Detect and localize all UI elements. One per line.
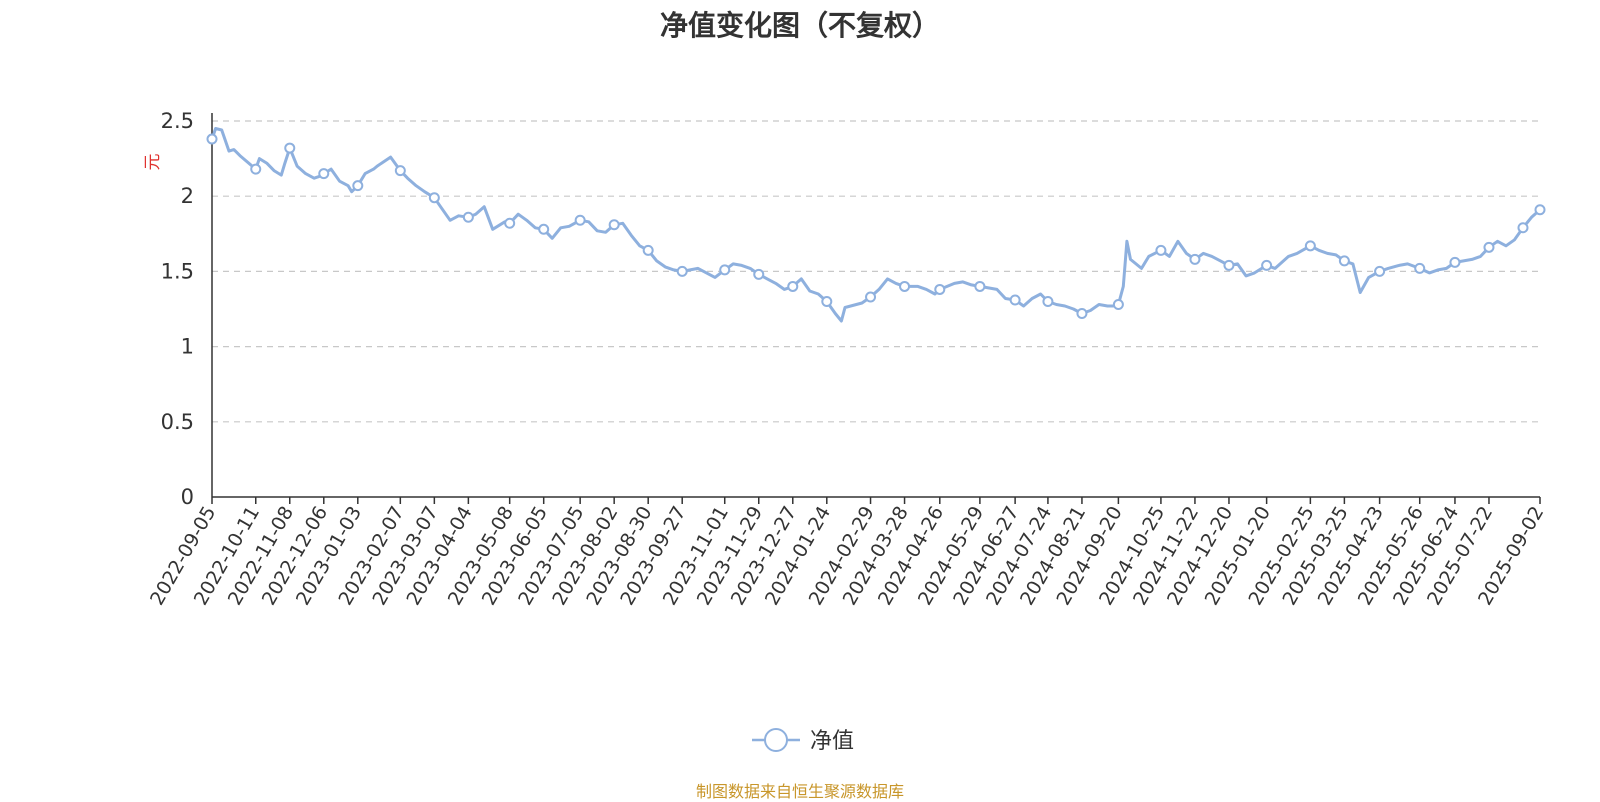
- data-point[interactable]: [676, 265, 688, 277]
- data-point[interactable]: [1223, 259, 1235, 271]
- x-tick-labels: 2022-09-052022-10-112022-11-082022-12-06…: [146, 502, 1548, 609]
- data-point[interactable]: [899, 280, 911, 292]
- data-point[interactable]: [206, 133, 218, 145]
- data-point[interactable]: [1076, 308, 1088, 320]
- y-tick-label: 0: [181, 485, 194, 509]
- data-point[interactable]: [608, 219, 620, 231]
- data-point[interactable]: [1374, 265, 1386, 277]
- data-point[interactable]: [1042, 295, 1054, 307]
- data-point[interactable]: [821, 295, 833, 307]
- series-line-nav: [210, 127, 1541, 323]
- data-point[interactable]: [1261, 259, 1273, 271]
- data-point[interactable]: [1189, 253, 1201, 265]
- y-tick-label: 2: [181, 184, 194, 208]
- data-point[interactable]: [934, 283, 946, 295]
- data-point[interactable]: [250, 163, 262, 175]
- legend[interactable]: 净值: [752, 728, 854, 754]
- series-markers: [206, 133, 1546, 320]
- data-point[interactable]: [1483, 241, 1495, 253]
- data-point[interactable]: [1338, 255, 1350, 267]
- y-tick-label: 2.5: [161, 109, 194, 133]
- data-point[interactable]: [1449, 256, 1461, 268]
- axes: [211, 113, 1541, 504]
- chart-title: 净值变化图（不复权）: [659, 9, 940, 42]
- source-note: 制图数据来自恒生聚源数据库: [695, 782, 904, 801]
- data-point[interactable]: [1534, 204, 1546, 216]
- data-point[interactable]: [719, 264, 731, 276]
- data-point[interactable]: [394, 165, 406, 177]
- data-point[interactable]: [974, 280, 986, 292]
- data-point[interactable]: [538, 223, 550, 235]
- data-point[interactable]: [1155, 244, 1167, 256]
- data-point[interactable]: [1517, 222, 1529, 234]
- data-point[interactable]: [865, 291, 877, 303]
- data-point[interactable]: [504, 217, 516, 229]
- data-point[interactable]: [642, 244, 654, 256]
- data-point[interactable]: [318, 168, 330, 180]
- data-point[interactable]: [574, 214, 586, 226]
- y-axis-label: 元: [143, 154, 163, 171]
- data-point[interactable]: [428, 192, 440, 204]
- grid-lines: [212, 120, 1540, 423]
- y-tick-labels: 0 0.5 1 1.5 2 2.5: [161, 109, 194, 509]
- data-point[interactable]: [284, 142, 296, 154]
- data-point[interactable]: [787, 280, 799, 292]
- data-point[interactable]: [462, 211, 474, 223]
- data-point[interactable]: [1304, 240, 1316, 252]
- data-point[interactable]: [352, 180, 364, 192]
- y-tick-label: 1.5: [161, 259, 194, 283]
- data-point[interactable]: [1009, 294, 1021, 306]
- data-point[interactable]: [1414, 262, 1426, 274]
- data-point[interactable]: [1112, 298, 1124, 310]
- legend-marker-icon: [764, 728, 788, 752]
- data-point[interactable]: [753, 268, 765, 280]
- y-tick-label: 1: [181, 335, 194, 359]
- legend-label-nav: 净值: [810, 729, 854, 754]
- y-tick-label: 0.5: [161, 410, 194, 434]
